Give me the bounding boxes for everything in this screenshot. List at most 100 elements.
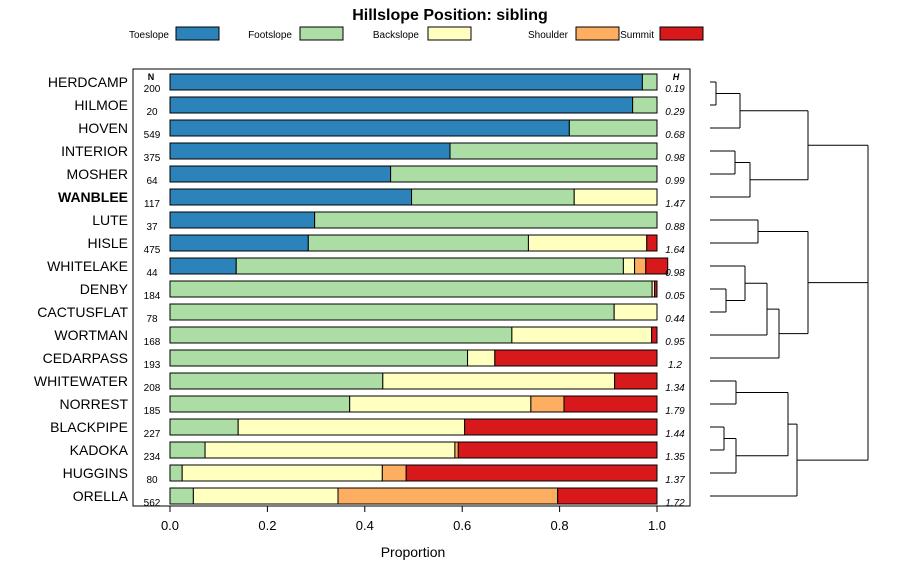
h-value: 0.88 xyxy=(665,222,685,233)
bar-segment-backslope xyxy=(192,487,339,505)
bar-segment-backslope xyxy=(382,372,616,390)
dendrogram-link xyxy=(710,438,737,474)
bar-segment-toeslope xyxy=(169,188,413,206)
category-label: HISLE xyxy=(88,235,128,251)
h-value: 1.64 xyxy=(665,245,685,256)
category-label: CEDARPASS xyxy=(43,350,128,366)
bar-segment-footslope xyxy=(169,326,513,344)
x-tick-label: 0.2 xyxy=(258,518,276,533)
legend-label-shoulder: Shoulder xyxy=(528,30,569,41)
chart-row-blackpipe: BLACKPIPE 227 1.44 xyxy=(50,418,685,440)
bar-segment-footslope xyxy=(568,119,658,137)
bar-segment-footslope xyxy=(169,372,384,390)
bar-segment-shoulder xyxy=(530,395,565,413)
category-label: WANBLEE xyxy=(58,189,128,205)
bar-segment-summit xyxy=(646,234,658,252)
chart-row-herdcamp: HERDCAMP 200 0.19 xyxy=(48,73,685,95)
category-label: HUGGINS xyxy=(63,465,128,481)
n-value: 117 xyxy=(144,199,160,210)
dendrogram-link xyxy=(736,392,789,457)
bar-segment-summit xyxy=(614,372,658,390)
chart-row-lute: LUTE 37 0.88 xyxy=(92,211,685,233)
h-value: 0.05 xyxy=(665,291,685,302)
dendrogram-link xyxy=(797,282,869,461)
bar-segment-shoulder xyxy=(337,487,559,505)
x-tick-label: 0.8 xyxy=(551,518,569,533)
h-value: 1.44 xyxy=(665,429,685,440)
h-value: 0.98 xyxy=(665,268,685,279)
bar-segment-toeslope xyxy=(169,234,309,252)
bar-segment-backslope xyxy=(467,349,496,367)
n-value: 78 xyxy=(146,314,158,325)
legend-label-footslope: Footslope xyxy=(248,30,292,41)
category-label: HILMOE xyxy=(74,97,128,113)
h-value: 1.34 xyxy=(665,383,685,394)
legend-swatch-backslope xyxy=(427,26,472,41)
n-value: 562 xyxy=(144,498,161,509)
bar-segment-footslope xyxy=(390,165,658,183)
n-value: 200 xyxy=(144,84,161,95)
x-axis-label: Proportion xyxy=(381,544,446,560)
h-header: H xyxy=(673,72,680,82)
n-value: 208 xyxy=(144,383,161,394)
chart-row-cedarpass: CEDARPASS 193 1.2 xyxy=(43,349,682,371)
bar-segment-backslope xyxy=(511,326,653,344)
bar-segment-backslope xyxy=(573,188,658,206)
bar-segment-footslope xyxy=(411,188,575,206)
bar-segment-toeslope xyxy=(169,257,237,275)
dendrogram-link xyxy=(710,150,736,175)
bar-segment-footslope xyxy=(169,464,183,482)
bar-segment-backslope xyxy=(204,441,456,459)
category-label: HOVEN xyxy=(78,120,128,136)
bar-segment-footslope xyxy=(169,395,351,413)
n-value: 20 xyxy=(146,107,158,118)
h-value: 0.29 xyxy=(665,107,685,118)
h-value: 1.79 xyxy=(665,406,685,417)
dendrogram-link xyxy=(710,219,759,244)
n-value: 375 xyxy=(144,153,161,164)
chart-row-whitelake: WHITELAKE 44 0.98 xyxy=(47,257,685,279)
bar-segment-summit xyxy=(651,326,658,344)
h-value: 1.47 xyxy=(665,199,685,210)
chart-row-wortman: WORTMAN 168 0.95 xyxy=(54,326,685,348)
legend-swatch-footslope xyxy=(299,26,344,41)
chart-row-interior: INTERIOR 375 0.98 xyxy=(61,142,685,164)
bar-segment-backslope xyxy=(237,418,466,436)
legend-swatch-summit xyxy=(659,26,704,41)
chart-row-kadoka: KADOKA 234 1.35 xyxy=(70,441,685,463)
bar-segment-shoulder xyxy=(381,464,407,482)
legend-label-toeslope: Toeslope xyxy=(129,30,169,41)
bar-segment-summit xyxy=(494,349,658,367)
bar-segment-footslope xyxy=(314,211,658,229)
chart-row-orella: ORELLA 562 1.72 xyxy=(73,487,685,509)
bar-segment-footslope xyxy=(235,257,624,275)
bar-segment-footslope xyxy=(169,487,194,505)
bar-segment-footslope xyxy=(641,73,658,91)
category-label: WHITEWATER xyxy=(34,373,128,389)
dendrogram-link xyxy=(710,93,741,129)
chart-row-norrest: NORREST 185 1.79 xyxy=(60,395,685,417)
dendrogram-link xyxy=(710,282,768,336)
h-value: 0.95 xyxy=(665,337,685,348)
n-value: 168 xyxy=(144,337,161,348)
legend-swatch-toeslope xyxy=(175,26,220,41)
chart-row-denby: DENBY 184 0.05 xyxy=(80,280,685,302)
dendrogram xyxy=(710,81,869,497)
bar-segment-toeslope xyxy=(169,165,392,183)
bar-segment-summit xyxy=(645,257,669,275)
category-label: LUTE xyxy=(92,212,128,228)
category-label: BLACKPIPE xyxy=(50,419,128,435)
category-label: MOSHER xyxy=(67,166,128,182)
n-value: 185 xyxy=(144,406,161,417)
chart-row-huggins: HUGGINS 80 1.37 xyxy=(63,464,685,486)
bar-segment-footslope xyxy=(169,303,615,321)
legend-label-summit: Summit xyxy=(620,30,654,41)
legend-swatch-shoulder xyxy=(575,26,620,41)
category-label: DENBY xyxy=(80,281,129,297)
bar-segment-backslope xyxy=(181,464,383,482)
bar-segment-summit xyxy=(563,395,658,413)
dendrogram-link xyxy=(710,426,725,451)
